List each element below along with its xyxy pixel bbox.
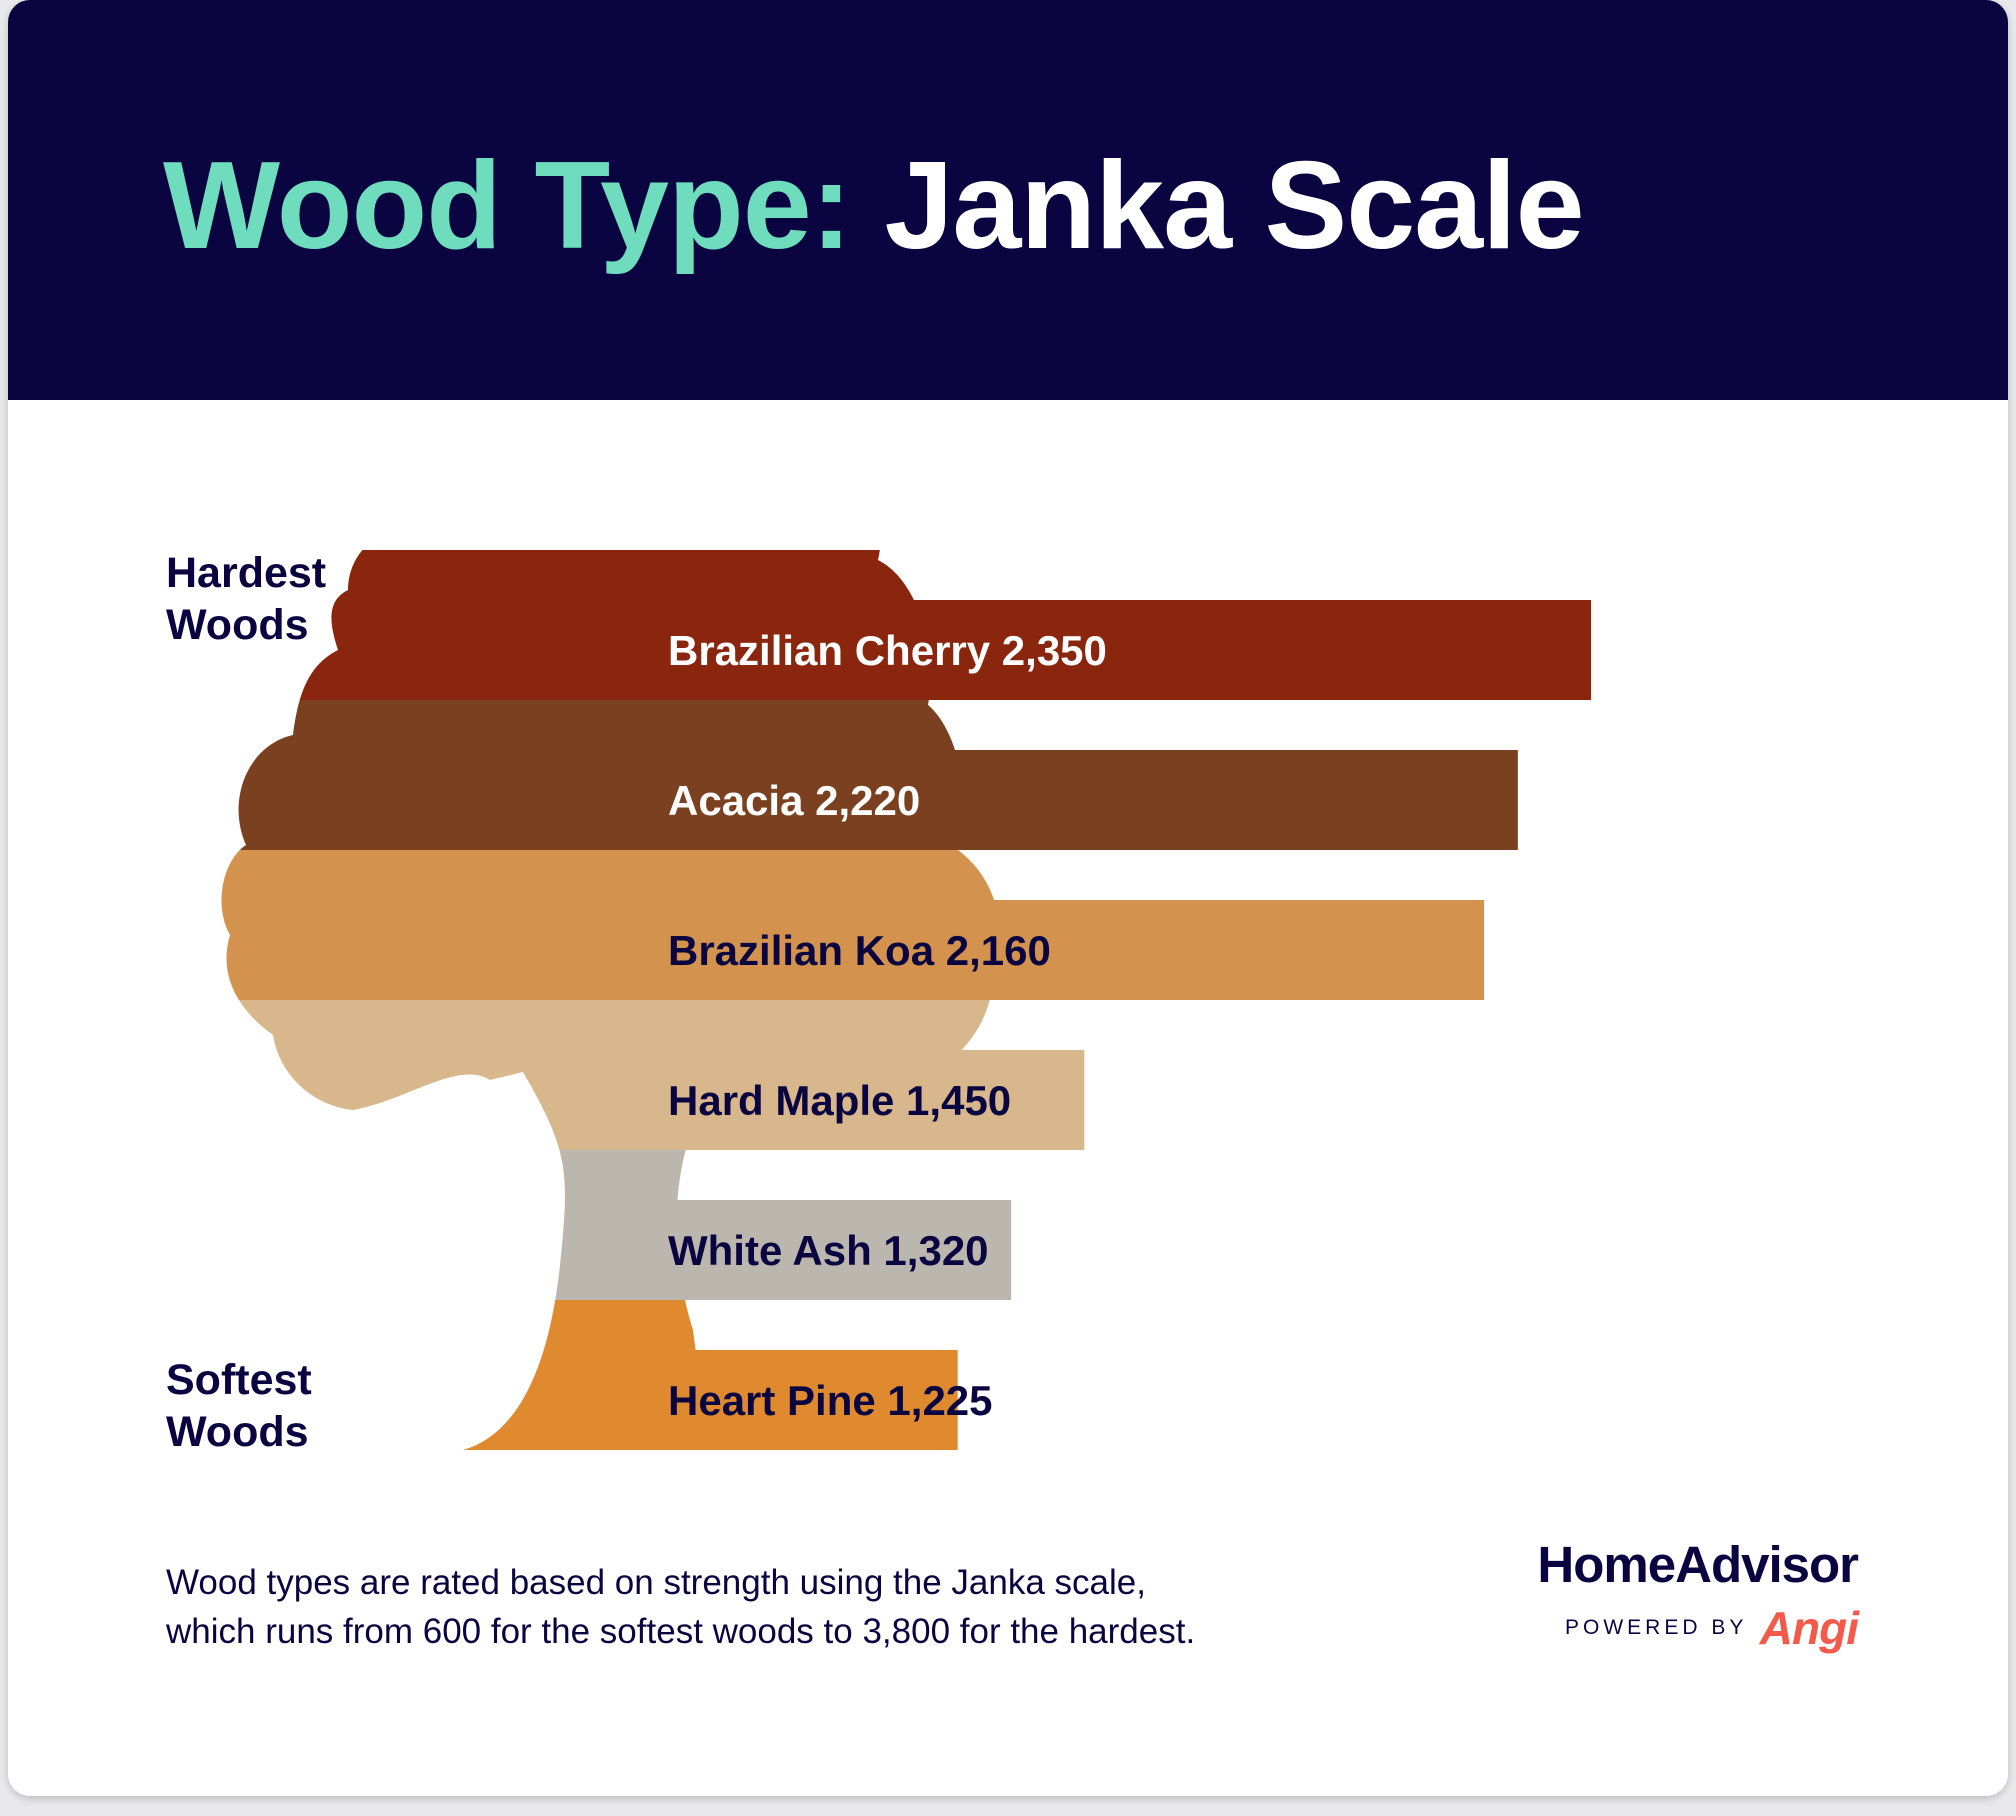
bar-heart-pine — [608, 1350, 958, 1450]
bar-label: Brazilian Cherry 2,350 — [668, 627, 1107, 674]
header-banner: Wood Type: Janka Scale — [8, 0, 2008, 400]
bar-label: Hard Maple 1,450 — [668, 1077, 1011, 1124]
title-accent: Wood Type: — [163, 137, 852, 275]
footnote: Wood types are rated based on strength u… — [166, 1558, 1366, 1656]
title-main: Janka Scale — [884, 137, 1584, 275]
hardest-line-1: Hardest — [166, 549, 327, 597]
bar-labels: Brazilian Cherry 2,350 Acacia 2,220 Brazil… — [668, 627, 1107, 1424]
softest-line-1: Softest — [166, 1356, 312, 1404]
page-title: Wood Type: Janka Scale — [163, 137, 1585, 275]
brand-logo: HomeAdvisor POWERED BY Angi — [1508, 1535, 1859, 1655]
angi-logo: Angi — [1759, 1602, 1859, 1654]
bar-label: Heart Pine 1,225 — [668, 1377, 993, 1424]
janka-bar-chart: Brazilian Cherry 2,350 Acacia 2,220 Brazil… — [221, 550, 1592, 1450]
bar-brazilian-cherry — [608, 600, 1592, 700]
bars — [608, 600, 1592, 1450]
bar-label: Brazilian Koa 2,160 — [668, 927, 1051, 974]
softest-woods-label: Softest Woods — [166, 1354, 312, 1458]
footnote-line-2: which runs from 600 for the softest wood… — [166, 1612, 1196, 1651]
bar-label: White Ash 1,320 — [668, 1227, 989, 1274]
hardest-woods-label: Hardest Woods — [166, 547, 326, 651]
bar-brazilian-koa — [608, 900, 1485, 1000]
powered-by-row: POWERED BY Angi — [1508, 1601, 1859, 1655]
bar-hard-maple — [608, 1050, 1085, 1150]
infographic-card: Wood Type: Janka Scale Brazilian Cherry … — [8, 0, 2008, 1796]
hardest-line-2: Woods — [166, 601, 309, 649]
powered-by-text: POWERED BY — [1564, 1616, 1748, 1639]
bar-white-ash — [608, 1200, 1012, 1300]
softest-line-2: Woods — [166, 1408, 309, 1456]
homeadvisor-logo: HomeAdvisor — [1537, 1536, 1859, 1593]
footnote-line-1: Wood types are rated based on strength u… — [166, 1563, 1146, 1602]
bar-acacia — [608, 750, 1518, 850]
bar-label: Acacia 2,220 — [668, 777, 920, 824]
